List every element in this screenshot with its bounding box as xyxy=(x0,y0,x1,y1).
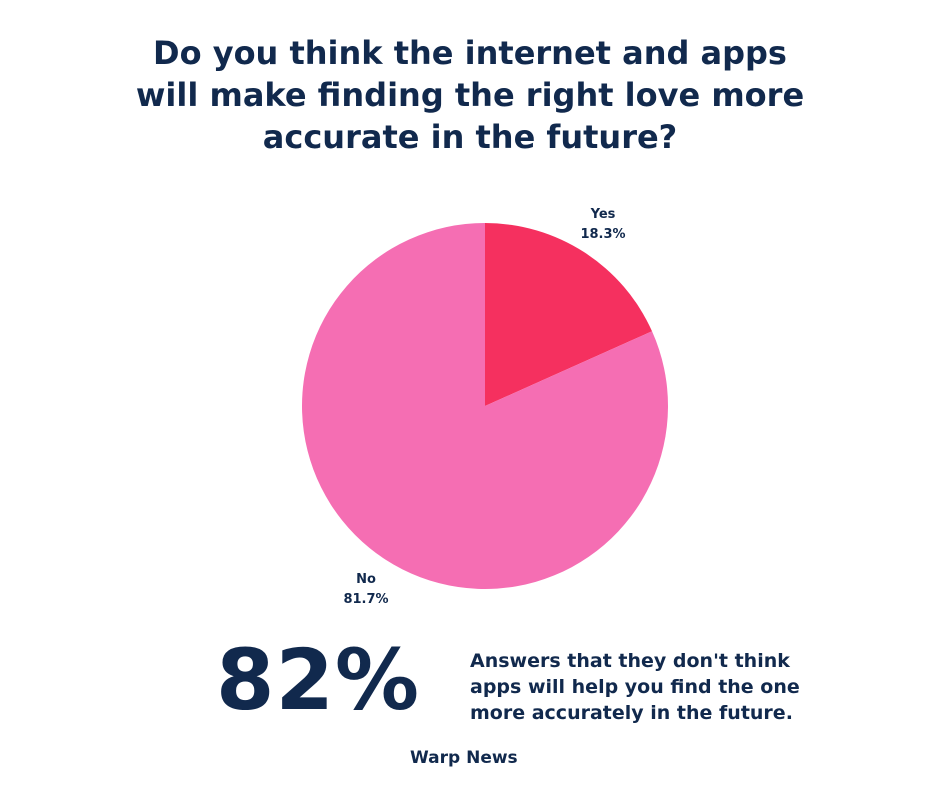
source-label: Warp News xyxy=(410,748,518,768)
pie-slice-no xyxy=(301,222,668,589)
slice-value-no: 81.7% xyxy=(343,592,388,607)
stat-description: Answers that they don't think apps will … xyxy=(470,650,800,724)
chart-title: Do you think the internet and apps will … xyxy=(135,34,805,156)
slice-label-no: No xyxy=(356,572,376,587)
big-stat-value: 82% xyxy=(216,631,421,729)
slice-label-yes: Yes xyxy=(590,207,616,222)
pie-slice-yes xyxy=(485,223,653,406)
slice-value-yes: 18.3% xyxy=(580,227,625,242)
